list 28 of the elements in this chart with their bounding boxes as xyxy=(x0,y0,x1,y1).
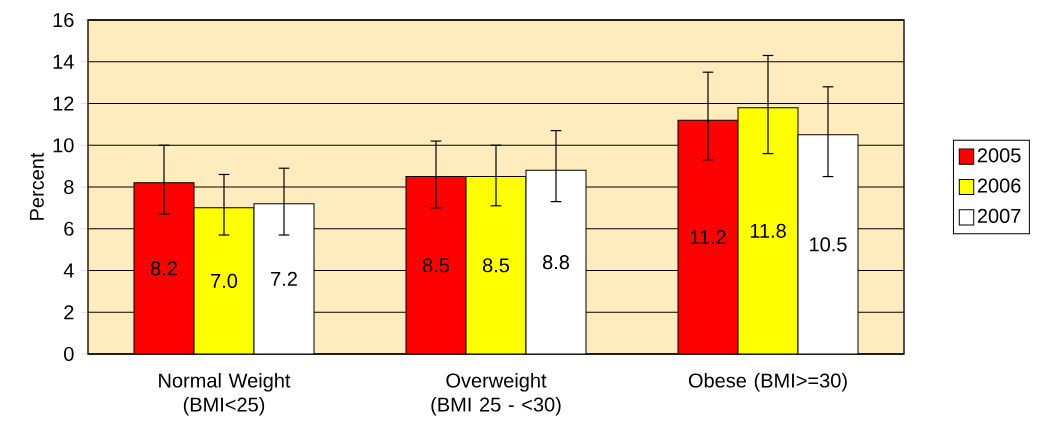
y-tick-label: 8 xyxy=(64,179,74,195)
data-label: 11.8 xyxy=(750,223,786,238)
y-tick-label: 4 xyxy=(63,263,74,278)
data-label: 8.5 xyxy=(422,258,450,273)
bar xyxy=(133,182,195,354)
data-label: 8.8 xyxy=(542,255,570,270)
y-tick-label: 0 xyxy=(64,346,74,362)
data-label: 7.2 xyxy=(271,271,297,286)
x-tick-label: Obese (BMI>=30) xyxy=(688,372,847,392)
y-tick-label: 6 xyxy=(64,221,74,236)
data-label: 7.0 xyxy=(211,273,238,289)
y-tick-label: 10 xyxy=(53,138,74,153)
data-label: 10.5 xyxy=(810,237,847,252)
bar xyxy=(677,119,739,354)
y-tick-label: 12 xyxy=(53,96,74,111)
y-axis-title: Percent xyxy=(29,152,44,220)
data-label: 8.5 xyxy=(482,258,510,273)
legend-label: 2007 xyxy=(977,208,1021,223)
y-tick-label: 2 xyxy=(64,305,74,320)
x-tick-label: Normal Weight (BMI<25) xyxy=(159,372,291,416)
bar xyxy=(405,176,467,354)
y-tick-label: 16 xyxy=(53,12,74,28)
x-tick-label: Overweight (BMI 25 - <30) xyxy=(431,372,561,416)
y-tick-label: 14 xyxy=(53,54,74,69)
data-label: 11.2 xyxy=(690,230,726,245)
legend-label: 2006 xyxy=(977,178,1021,193)
data-label: 8.2 xyxy=(150,261,177,276)
legend-label: 2005 xyxy=(977,148,1021,163)
